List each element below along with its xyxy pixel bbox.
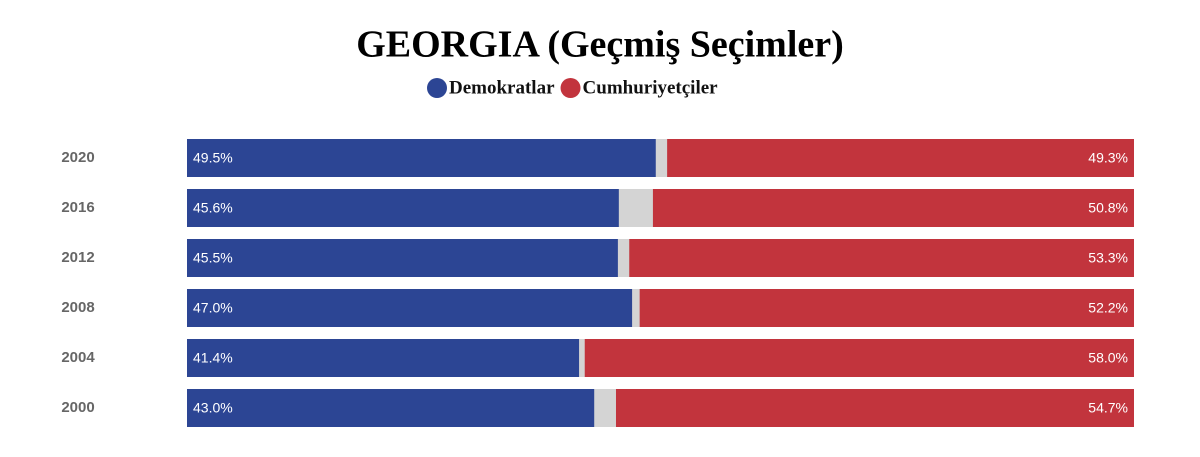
- value-label: 49.3%: [1088, 150, 1128, 166]
- legend-label: Cumhuriyetçiler: [583, 77, 719, 98]
- legend-label: Demokratlar: [449, 77, 555, 98]
- value-label: 41.4%: [193, 350, 233, 366]
- value-label: 58.0%: [1088, 350, 1128, 366]
- bar: [615, 389, 1134, 427]
- bar: [187, 139, 656, 177]
- y-tick-label: 2020: [61, 149, 94, 166]
- legend-swatch: [427, 78, 447, 98]
- value-label: 49.5%: [193, 150, 233, 166]
- legend: Demokratlar Cumhuriyetçiler: [427, 77, 718, 98]
- bar: [187, 289, 633, 327]
- value-label: 47.0%: [193, 300, 233, 316]
- bar: [652, 189, 1134, 227]
- legend-swatch: [560, 78, 581, 98]
- bar: [187, 239, 618, 277]
- bar: [187, 389, 595, 427]
- value-label: 45.6%: [193, 200, 233, 216]
- bar: [667, 139, 1134, 177]
- y-tick-label: 2016: [61, 199, 94, 216]
- bar: [187, 339, 580, 377]
- value-label: 50.8%: [1088, 200, 1128, 216]
- value-label: 54.7%: [1088, 400, 1128, 416]
- bar: [639, 289, 1134, 327]
- y-tick-label: 2008: [61, 299, 94, 316]
- bar: [584, 339, 1134, 377]
- y-tick-label: 2004: [61, 349, 95, 366]
- chart-title: GEORGIA (Geçmiş Seçimler): [356, 24, 844, 66]
- value-label: 53.3%: [1088, 250, 1128, 266]
- value-label: 43.0%: [193, 400, 233, 416]
- y-tick-label: 2000: [61, 399, 94, 416]
- y-tick-label: 2012: [61, 249, 94, 266]
- bar: [187, 189, 619, 227]
- value-label: 52.2%: [1088, 300, 1128, 316]
- bar: [629, 239, 1134, 277]
- value-label: 45.5%: [193, 250, 233, 266]
